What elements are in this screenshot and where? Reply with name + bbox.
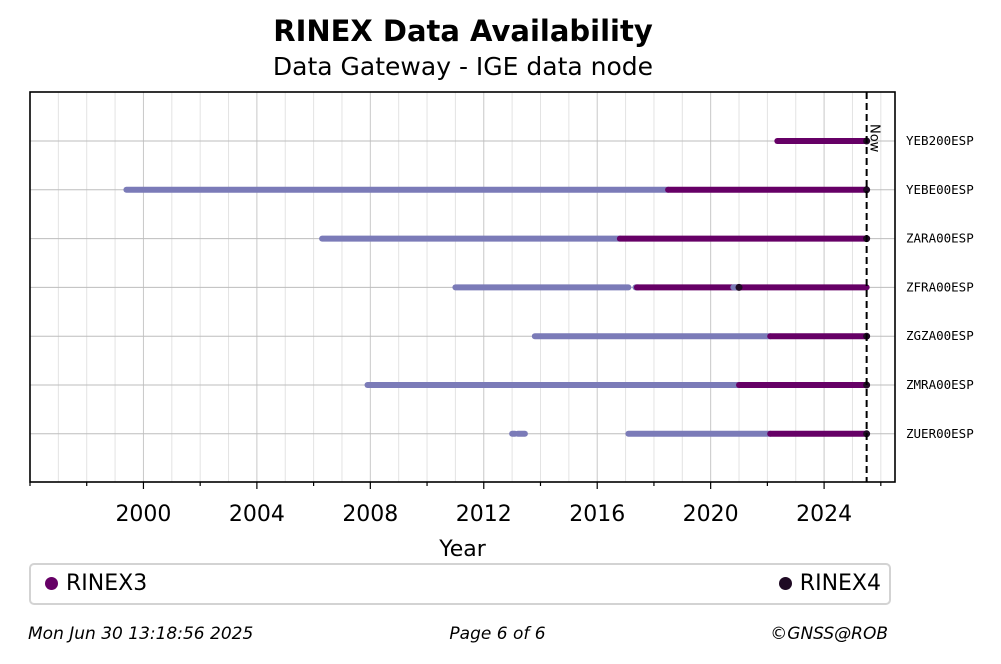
legend-label-rinex3: RINEX3 [66, 571, 148, 596]
station-label: YEBE00ESP [906, 182, 974, 197]
footer-page: Page 6 of 6 [449, 624, 546, 644]
station-label: ZFRA00ESP [906, 279, 974, 294]
now-label: Now [867, 124, 882, 153]
footer-credit: ©GNSS@ROB [770, 624, 888, 644]
legend-item-rinex4: RINEX4 [778, 571, 881, 596]
x-tick-label: 2008 [342, 502, 398, 527]
x-tick-label: 2020 [683, 502, 739, 527]
legend-label-rinex4: RINEX4 [799, 571, 881, 596]
station-label: ZUER00ESP [906, 426, 974, 441]
chart-subtitle: Data Gateway - IGE data node [272, 52, 654, 81]
station-label: ZARA00ESP [906, 231, 974, 246]
station-label: ZMRA00ESP [906, 377, 974, 392]
x-tick-label: 2004 [229, 502, 285, 527]
station-label: YEB200ESP [906, 133, 974, 148]
x-tick-label: 2012 [456, 502, 512, 527]
x-tick-label: 2000 [115, 502, 171, 527]
availability-chart: YEB200ESP YEBE00ESP ZARA00ESP ZFRA00ESP ZGZA… [29, 91, 974, 560]
segment-end-marker [863, 186, 871, 194]
legend: RINEX3 RINEX4 [29, 563, 891, 605]
x-tick-label: 2016 [569, 502, 625, 527]
segment-end-marker [735, 283, 743, 291]
legend-marker-rinex4 [778, 577, 792, 590]
plot-frame [29, 91, 896, 483]
footer-timestamp: Mon Jun 30 13:18:56 2025 [28, 624, 254, 644]
x-axis-label: Year [438, 537, 487, 560]
x-tick-label: 2024 [796, 502, 852, 527]
station-label: ZGZA00ESP [906, 328, 974, 343]
legend-marker-rinex3 [45, 577, 58, 590]
legend-item-rinex3: RINEX3 [45, 571, 147, 596]
chart-title: RINEX Data Availability [273, 14, 653, 48]
